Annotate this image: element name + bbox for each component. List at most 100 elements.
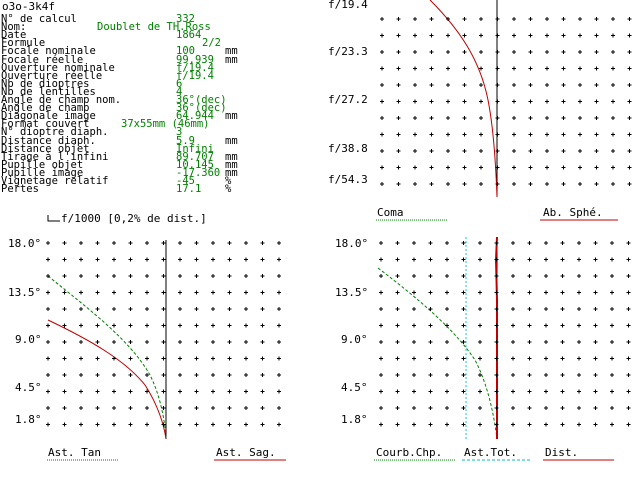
grid-mark (461, 340, 466, 344)
grid-mark (495, 165, 500, 170)
grid-mark (577, 406, 581, 410)
grid-mark (428, 274, 433, 278)
grid-mark (512, 66, 516, 71)
grid-mark (461, 290, 466, 295)
grid-mark (62, 389, 67, 394)
grid-mark (593, 290, 598, 295)
grid-mark (511, 422, 515, 427)
grid-mark (194, 373, 199, 377)
grid-mark (511, 290, 515, 295)
grid-mark (593, 307, 598, 311)
grid-mark (79, 340, 83, 344)
grid-mark (79, 373, 83, 377)
grid-mark (178, 274, 182, 278)
y-label-f27-2: f/27.2 (328, 93, 368, 106)
grid-mark (428, 373, 433, 377)
grid-mark (494, 373, 499, 377)
grid-mark (461, 389, 466, 394)
grid-mark (462, 182, 467, 186)
tangential-curve (47, 275, 167, 440)
grid-mark (95, 373, 100, 377)
grid-mark (428, 389, 433, 394)
grid-mark (46, 422, 50, 427)
grid-mark (561, 99, 566, 104)
grid-mark (161, 389, 166, 394)
grid-mark (227, 241, 232, 245)
grid-mark (478, 389, 482, 394)
grid-mark (594, 116, 599, 120)
grid-mark (528, 66, 533, 71)
grid-mark (178, 241, 182, 245)
grid-mark (413, 165, 417, 170)
grid-mark (627, 17, 632, 21)
grid-mark (461, 422, 466, 427)
grid-mark (244, 373, 248, 377)
grid-mark (445, 406, 449, 410)
grid-mark (561, 17, 566, 21)
grid-mark (161, 274, 166, 278)
param-value: Infini (176, 142, 214, 155)
param-value: 36°(dec) (176, 102, 227, 115)
grid-mark (277, 340, 281, 344)
grid-mark (478, 257, 482, 262)
grid-mark (528, 33, 533, 38)
grid-mark (610, 274, 614, 278)
grid-mark (277, 274, 281, 278)
grid-mark (611, 33, 615, 38)
legend-ast-sag: Ast. Sag. (216, 446, 276, 459)
grid-mark (62, 356, 67, 361)
grid-mark (495, 116, 500, 120)
grid-mark (178, 373, 182, 377)
grid-mark (461, 406, 466, 410)
param-value: 99.939 (176, 53, 214, 66)
grid-mark (227, 389, 232, 394)
grid-mark (494, 241, 499, 245)
param-label: Pupille image (1, 166, 84, 179)
param-unit: mm (225, 134, 238, 147)
param-unit: mm (225, 53, 238, 66)
grid-mark (211, 257, 215, 262)
grid-mark (260, 257, 265, 262)
grid-mark (413, 17, 417, 21)
grid-mark (527, 340, 532, 344)
grid-mark (528, 17, 533, 21)
grid-mark (413, 132, 417, 137)
scale-note: f/1000 [0,2% de dist.] (61, 212, 207, 225)
legend-dist: Dist. (545, 446, 578, 459)
grid-mark (260, 422, 265, 427)
grid-mark (260, 389, 265, 394)
spherical-aberration-curve (429, 0, 498, 198)
grid-mark (128, 389, 133, 394)
grid-mark (544, 274, 548, 278)
param-label: Ouverture nominale (1, 61, 115, 74)
grid-mark (412, 274, 416, 278)
grid-mark (528, 83, 533, 87)
param-unit: mm (225, 110, 238, 123)
grid-mark (495, 17, 500, 21)
grid-mark (626, 356, 631, 361)
grid-mark (412, 356, 416, 361)
grid-mark (412, 373, 416, 377)
grid-mark (528, 132, 533, 137)
grid-mark (512, 149, 516, 153)
param-value: 2/2 (202, 37, 221, 50)
grid-mark (396, 83, 401, 87)
grid-mark (495, 66, 500, 71)
grid-mark (478, 356, 482, 361)
grid-mark (380, 83, 384, 87)
grid-mark (512, 99, 516, 104)
grid-mark (544, 241, 548, 245)
y-label-f54-3: f/54.3 (328, 173, 368, 186)
grid-mark (560, 323, 565, 328)
grid-mark (396, 165, 401, 170)
grid-mark (495, 99, 500, 104)
param-value: 17.1 (176, 183, 202, 196)
grid-mark (145, 422, 149, 427)
grid-mark (446, 50, 450, 54)
param-value: 36°(dec) (176, 94, 227, 106)
param-unit: mm (225, 166, 238, 179)
grid-mark (62, 323, 67, 328)
grid-mark (412, 323, 416, 328)
grid-mark (593, 422, 598, 427)
grid-mark (561, 165, 566, 170)
